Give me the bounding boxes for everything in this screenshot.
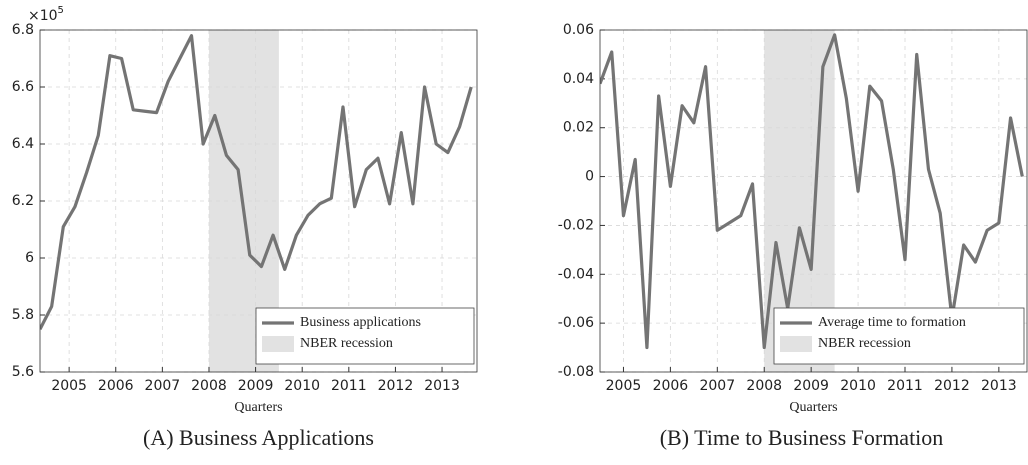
y-tick-label: 5.8 xyxy=(12,307,34,323)
plot-frame xyxy=(39,29,478,373)
x-tick-label: 2011 xyxy=(887,378,923,394)
plot-lines xyxy=(40,34,473,330)
y-tick-label: 0.06 xyxy=(563,22,594,38)
x-tick-label: 2005 xyxy=(606,378,642,394)
x-tick-label: 2005 xyxy=(51,378,87,394)
x-tick-label: 2013 xyxy=(981,378,1017,394)
x-tick-label: 2008 xyxy=(746,378,782,394)
y-multiplier: ×105 xyxy=(28,5,64,24)
y-multiplier-base: ×10 xyxy=(28,8,58,24)
y-multiplier-exponent: 5 xyxy=(58,5,64,16)
caption: (A) Business Applications xyxy=(143,425,374,450)
legend-swatch xyxy=(780,336,812,352)
x-tick-label: 2006 xyxy=(653,378,689,394)
x-tick-label: 2010 xyxy=(284,378,320,394)
y-tick-label: 0.02 xyxy=(563,120,594,136)
x-tick-label: 2013 xyxy=(424,378,460,394)
caption: (B) Time to Business Formation xyxy=(660,425,944,450)
x-tick-label: 2009 xyxy=(238,378,274,394)
x-tick-label: 2010 xyxy=(840,378,876,394)
legend-label: NBER recession xyxy=(300,336,393,351)
x-tick-label: 2007 xyxy=(145,378,181,394)
y-tick-label: 0 xyxy=(585,169,594,185)
legend-swatch xyxy=(262,336,294,352)
x-tick-label: 2011 xyxy=(331,378,367,394)
y-tick-label: 6 xyxy=(25,250,34,266)
y-tick-label: 6.4 xyxy=(12,136,34,152)
y-tick-label: 6.6 xyxy=(12,79,34,95)
legend-box xyxy=(773,307,1025,365)
x-tick-label: 2007 xyxy=(699,378,735,394)
plot-frame xyxy=(599,29,1028,373)
y-tick-label: 0.04 xyxy=(563,71,594,87)
y-tick-label: 6.2 xyxy=(12,193,34,209)
y-tick-label: -0.06 xyxy=(558,315,594,331)
y-tick-label: -0.08 xyxy=(558,364,594,380)
x-tick-label: 2006 xyxy=(98,378,134,394)
y-tick-label: 6.8 xyxy=(12,22,34,38)
data-line xyxy=(40,34,473,330)
x-tick-label: 2012 xyxy=(934,378,970,394)
y-tick-label: 5.6 xyxy=(12,364,34,380)
x-axis-label: Quarters xyxy=(234,400,282,415)
x-tick-label: 2012 xyxy=(378,378,414,394)
legend-label: NBER recession xyxy=(818,336,911,351)
x-axis-label: Quarters xyxy=(789,400,837,415)
y-tick-label: -0.04 xyxy=(558,266,594,282)
x-tick-label: 2008 xyxy=(191,378,227,394)
y-tick-label: -0.02 xyxy=(558,217,594,233)
legend-label: Business applications xyxy=(300,315,421,330)
legend-label: Average time to formation xyxy=(818,315,966,330)
x-tick-label: 2009 xyxy=(793,378,829,394)
